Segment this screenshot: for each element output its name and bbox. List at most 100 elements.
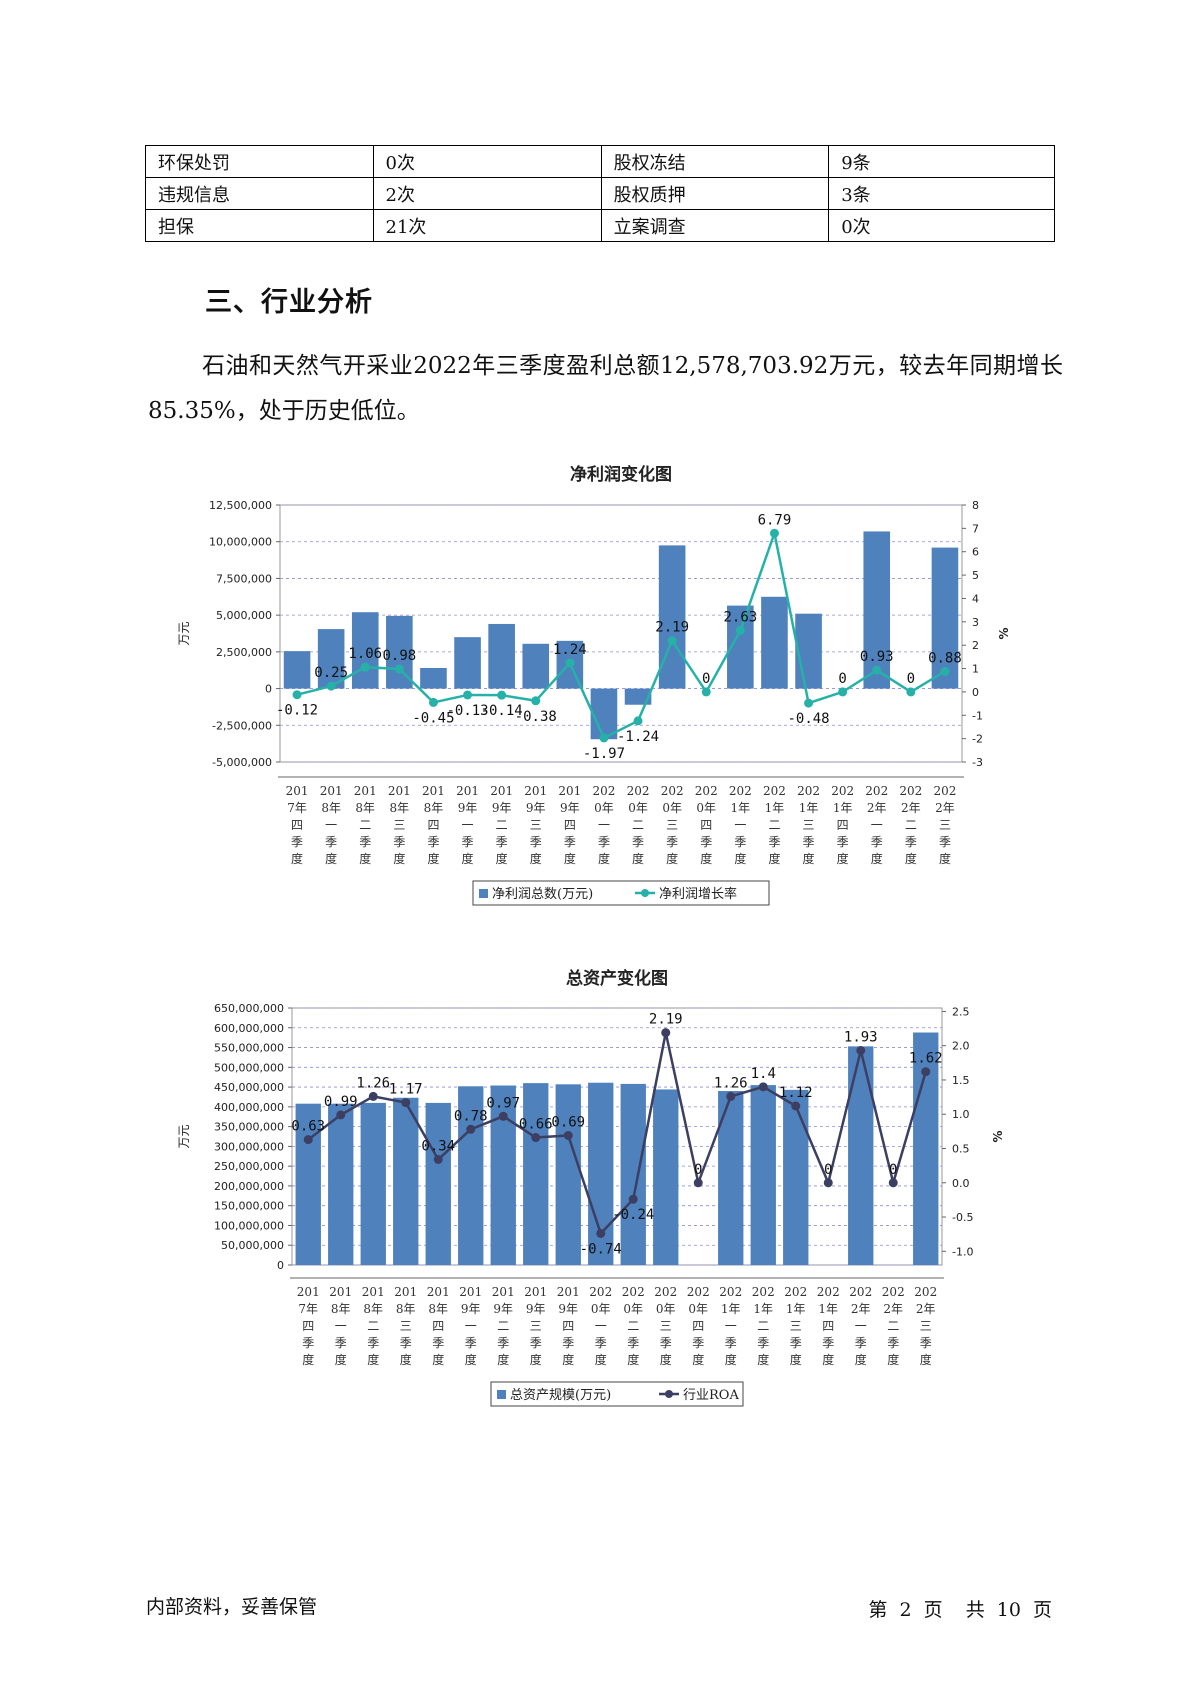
bar <box>620 1083 646 1265</box>
legend-bar-swatch <box>497 1390 506 1399</box>
data-label: -0.38 <box>515 709 557 725</box>
series-point <box>428 697 438 707</box>
y2-tick-label: 4 <box>972 592 979 605</box>
x-tick-label: 2年 <box>851 1302 871 1316</box>
y-tick-label: 450,000,000 <box>214 1081 284 1094</box>
x-tick-label: 一 <box>855 1319 867 1333</box>
x-tick-label: 9年 <box>558 1302 578 1316</box>
bar <box>317 629 345 689</box>
x-tick-label: 三 <box>530 1319 542 1333</box>
x-tick-label: 8年 <box>396 1302 416 1316</box>
x-tick-label: 季 <box>400 1336 412 1350</box>
bar <box>848 1046 874 1265</box>
x-tick-label: 一 <box>325 818 337 832</box>
x-tick-label: 201 <box>456 784 479 798</box>
x-tick-label: 度 <box>632 851 644 866</box>
x-tick-label: 201 <box>557 1285 580 1299</box>
table-value-cell: 2次 <box>372 177 602 210</box>
x-tick-label: 202 <box>719 1285 742 1299</box>
bar <box>328 1103 354 1265</box>
x-tick-label: 9年 <box>461 1302 481 1316</box>
analysis-paragraph: 石油和天然气开采业2022年三季度盈利总额12,578,703.92万元，较去年… <box>148 353 1063 424</box>
x-tick-label: 度 <box>887 1352 899 1367</box>
x-tick-label: 202 <box>589 1285 612 1299</box>
x-tick-label: 二 <box>497 1319 509 1333</box>
y2-tick-label: 0.0 <box>952 1177 970 1190</box>
x-tick-label: 9年 <box>526 801 546 815</box>
x-tick-label: 202 <box>784 1285 807 1299</box>
x-tick-label: 度 <box>462 851 474 866</box>
x-tick-label: 8年 <box>363 1302 383 1316</box>
x-tick-label: 度 <box>367 1352 379 1367</box>
section-title: 三、行业分析 <box>205 287 373 318</box>
x-tick-label: 202 <box>763 784 786 798</box>
x-tick-label: 1年 <box>731 801 751 815</box>
x-tick-label: 季 <box>598 835 610 849</box>
x-tick-label: 1年 <box>786 1302 806 1316</box>
y-tick-label: 0 <box>277 1259 284 1272</box>
x-tick-label: 度 <box>837 851 849 866</box>
x-tick-label: 一 <box>725 1319 737 1333</box>
table-row: 担保 21次 立案调查 0次 <box>145 209 1055 242</box>
x-tick-label: 一 <box>598 818 610 832</box>
x-tick-label: 0年 <box>591 1302 611 1316</box>
x-tick-label: 202 <box>661 784 684 798</box>
data-label: 0 <box>702 671 710 687</box>
legend-line-label: 净利润增长率 <box>659 886 737 902</box>
y-tick-label: 100,000,000 <box>214 1219 284 1232</box>
x-tick-label: 季 <box>666 835 678 849</box>
y-tick-label: 500,000,000 <box>214 1061 284 1074</box>
footer-page-number: 第 2 页 共 10 页 <box>865 1595 1055 1622</box>
x-tick-label: 季 <box>700 835 712 849</box>
y-tick-label: 250,000,000 <box>214 1160 284 1173</box>
x-tick-label: 201 <box>354 784 377 798</box>
x-tick-label: 季 <box>562 1336 574 1350</box>
bar <box>425 1102 451 1265</box>
x-tick-label: 一 <box>465 1319 477 1333</box>
series-point <box>368 1091 378 1101</box>
x-tick-label: 201 <box>286 784 309 798</box>
series-point <box>758 1082 768 1092</box>
x-tick-label: 202 <box>729 784 752 798</box>
x-tick-label: 一 <box>871 818 883 832</box>
x-tick-label: 度 <box>939 851 951 866</box>
table-value-cell: 0次 <box>828 209 1055 242</box>
total-num: 10 <box>996 1599 1021 1621</box>
x-tick-label: 季 <box>725 1336 737 1350</box>
bar <box>351 612 379 689</box>
x-tick-label: 季 <box>530 835 542 849</box>
y-tick-label: 200,000,000 <box>214 1180 284 1193</box>
y2-axis-label: % <box>997 627 1011 639</box>
table-label-cell: 担保 <box>145 209 374 242</box>
y-tick-label: 7,500,000 <box>216 572 272 585</box>
legend-line-label: 行业ROA <box>683 1388 739 1403</box>
x-tick-label: 度 <box>400 1352 412 1367</box>
data-label: -0.24 <box>612 1207 654 1223</box>
y-axis-label: 万元 <box>177 621 191 645</box>
x-tick-label: 2年 <box>935 801 955 815</box>
x-tick-label: 季 <box>497 1336 509 1350</box>
data-label: 0.98 <box>382 648 416 664</box>
series-line <box>307 1032 927 1236</box>
legend-bar-swatch <box>479 889 488 898</box>
x-tick-label: 度 <box>627 1352 639 1367</box>
x-tick-label: 8年 <box>424 801 444 815</box>
x-tick-label: 1年 <box>765 801 785 815</box>
bar <box>454 637 481 689</box>
x-tick-label: 2年 <box>867 801 887 815</box>
y2-tick-label: -0.5 <box>952 1211 973 1224</box>
x-tick-label: 201 <box>320 784 343 798</box>
y-tick-label: 300,000,000 <box>214 1140 284 1153</box>
y-tick-label: 600,000,000 <box>214 1022 284 1035</box>
x-tick-label: 度 <box>757 1352 769 1367</box>
bar <box>783 1089 809 1265</box>
x-tick-label: 度 <box>427 851 439 866</box>
x-tick-label: 季 <box>692 1336 704 1350</box>
series-point <box>531 1133 541 1143</box>
legend <box>490 1381 744 1407</box>
x-tick-label: 度 <box>497 1352 509 1367</box>
series-point <box>628 1194 638 1204</box>
x-tick-label: 四 <box>562 1319 574 1333</box>
x-tick-label: 度 <box>666 851 678 866</box>
x-tick-label: 度 <box>564 851 576 866</box>
